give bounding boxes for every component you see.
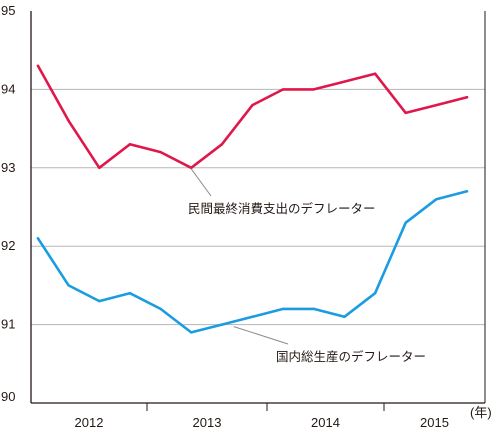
data-point (159, 307, 162, 311)
y-tick-label: 95 (1, 3, 15, 18)
data-point (98, 166, 101, 169)
data-point (343, 315, 346, 318)
y-tick-label: 90 (1, 389, 15, 404)
data-point (281, 88, 285, 91)
data-point (67, 119, 70, 122)
data-point (36, 64, 40, 68)
x-axis-unit-label: (年) (470, 405, 492, 420)
y-tick-label: 93 (1, 160, 15, 175)
series-line-1 (36, 64, 469, 170)
x-tick-label: 2013 (193, 415, 222, 430)
x-axis-ticks: 2012 2013 2014 2015 (75, 403, 449, 430)
series-annotation-label: 国内総生産のデフレーター (276, 349, 426, 364)
y-tick-label: 92 (1, 238, 15, 253)
data-point (404, 221, 407, 224)
data-point (67, 284, 70, 287)
data-point (128, 292, 132, 295)
y-tick-label: 91 (1, 317, 15, 332)
series-lines (36, 64, 469, 334)
data-point (343, 80, 346, 83)
annotation-leader-2 (233, 326, 289, 345)
data-point (220, 143, 224, 146)
data-point (190, 166, 193, 169)
data-point (220, 323, 224, 326)
y-tick-label: 94 (1, 81, 15, 96)
plot-frame (30, 11, 486, 404)
series-annotation-label: 民間最終消費支出のデフレーター (188, 201, 376, 216)
grid-lines (31, 88, 485, 326)
x-tick-label: 2012 (75, 415, 104, 430)
data-point (373, 292, 377, 295)
data-point (312, 307, 315, 311)
data-point (190, 331, 193, 334)
data-point (373, 72, 377, 75)
data-point (435, 103, 438, 107)
data-point (251, 103, 254, 107)
data-point (98, 299, 101, 303)
data-point (404, 111, 407, 115)
x-tick-label: 2014 (311, 415, 340, 430)
data-point (251, 315, 254, 318)
data-point (435, 197, 438, 201)
data-point (465, 96, 469, 99)
data-point (128, 143, 132, 146)
data-point (312, 88, 315, 91)
data-point (281, 307, 285, 311)
data-point (465, 190, 469, 193)
x-tick-label: 2015 (420, 415, 449, 430)
y-axis-ticks: 90 91 92 93 94 95 (1, 3, 15, 404)
annotation-leader-1 (190, 168, 212, 197)
data-point (159, 150, 162, 154)
data-point (36, 237, 40, 240)
